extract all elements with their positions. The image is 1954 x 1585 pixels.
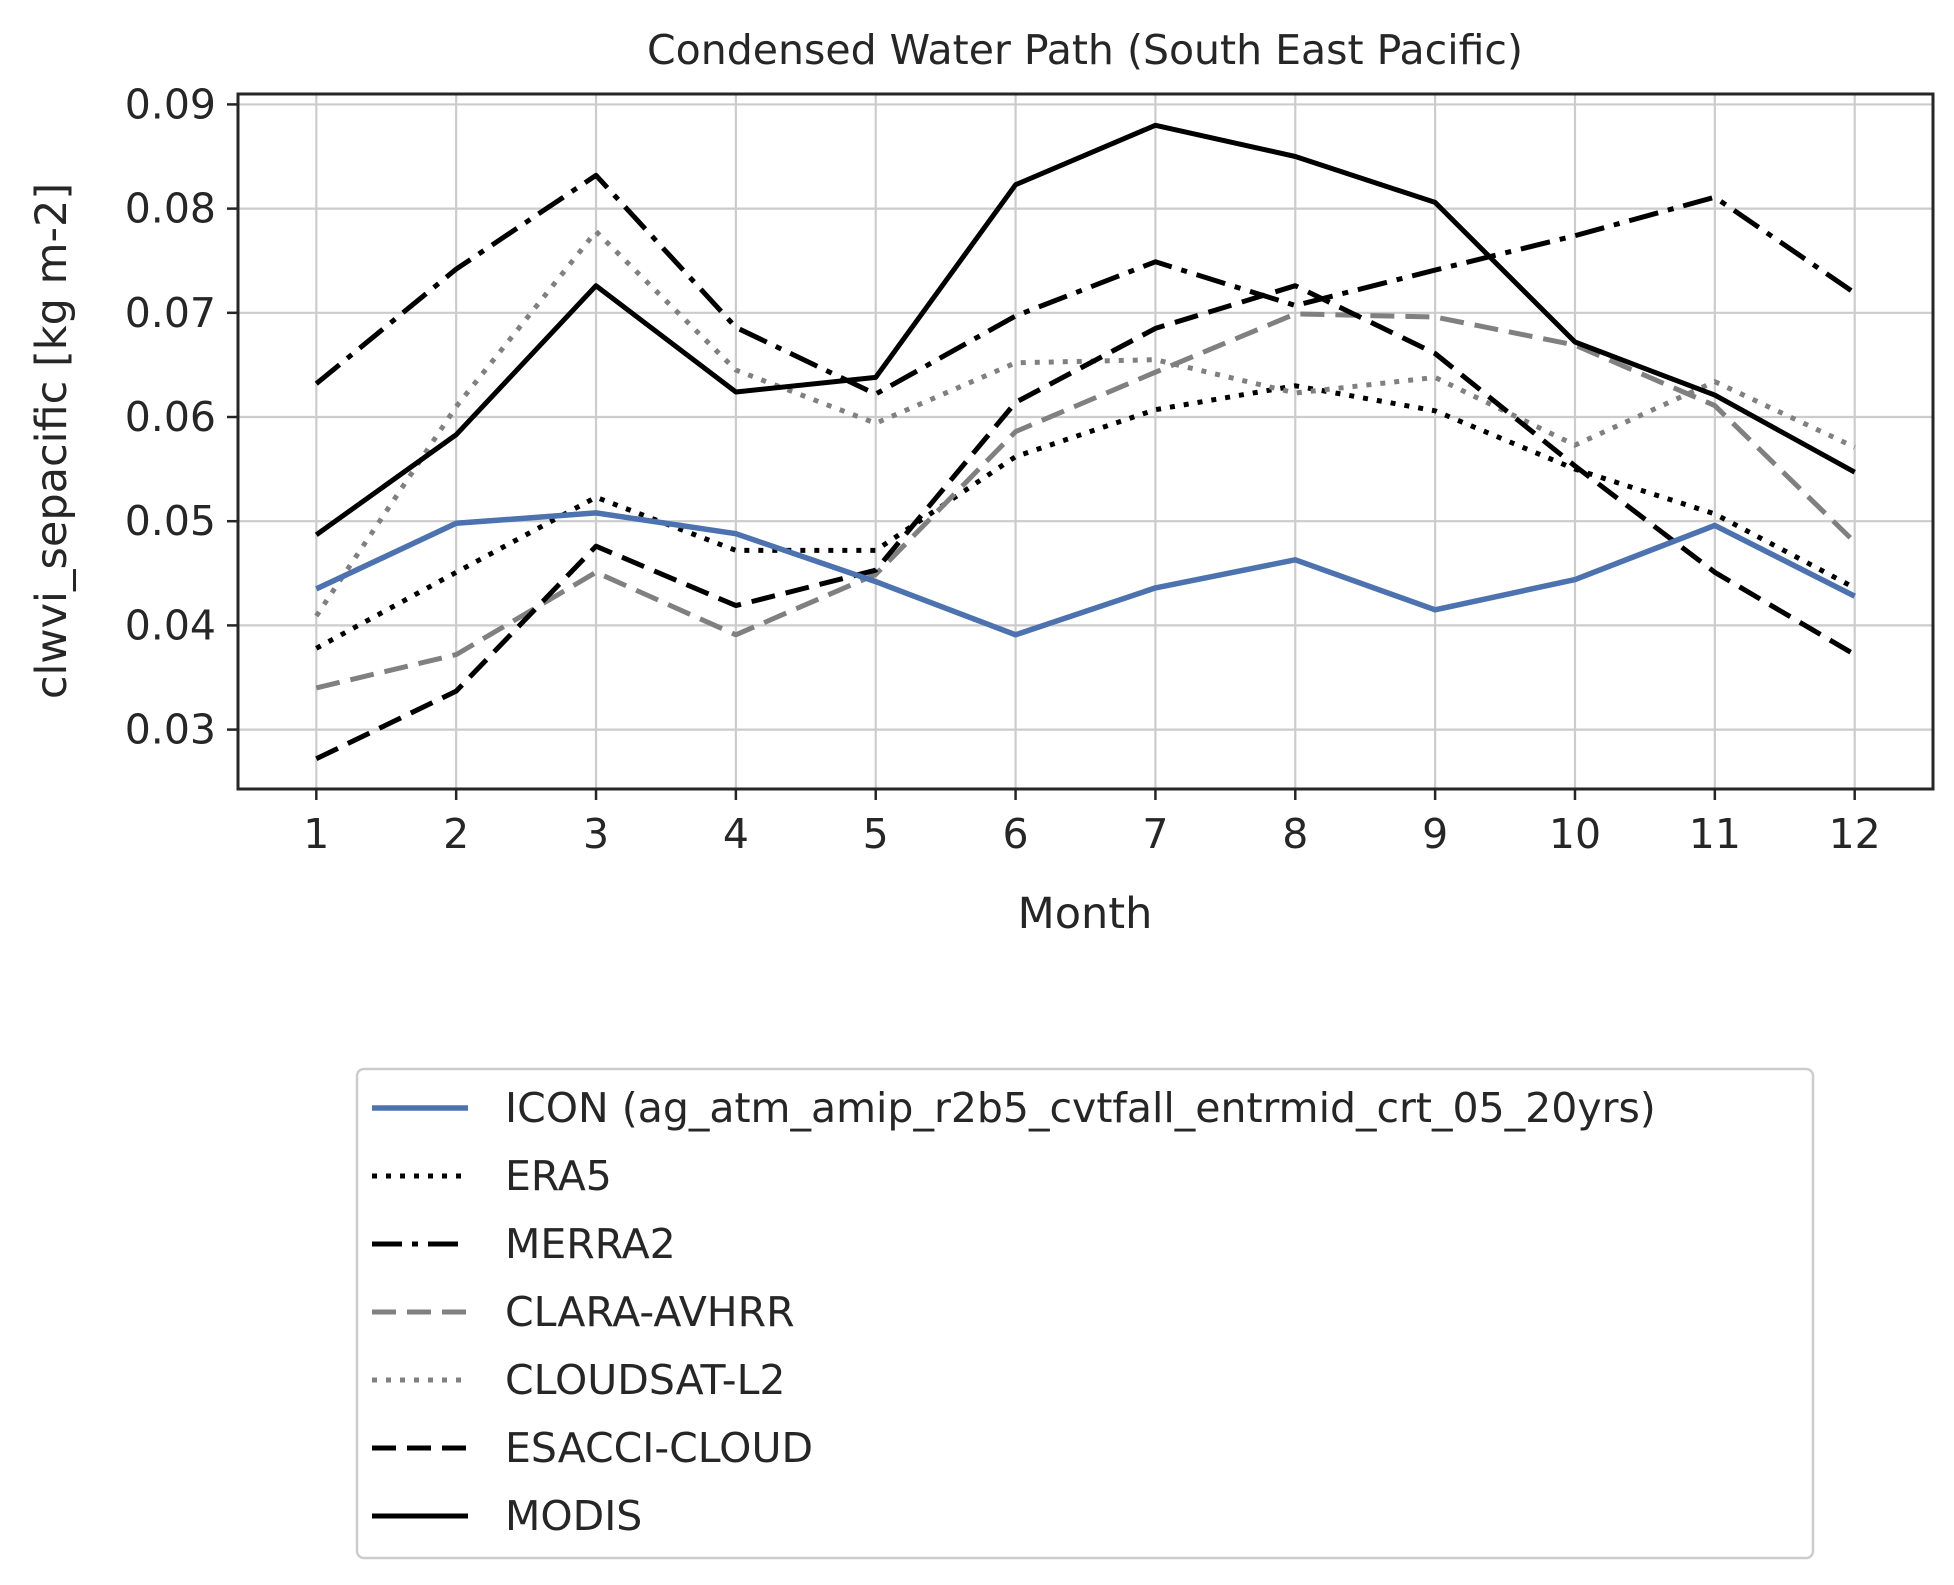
legend-label: CLOUDSAT-L2: [505, 1356, 786, 1404]
x-tick-label: 10: [1549, 810, 1601, 858]
x-tick-label: 9: [1422, 810, 1448, 858]
series-lines: [314, 122, 1857, 762]
x-tick-label: 7: [1142, 810, 1168, 858]
y-tick-label: 0.04: [125, 601, 216, 649]
series-line-icon: [315, 510, 1856, 638]
grid: [238, 94, 1933, 789]
x-axis-label: Month: [1018, 889, 1153, 939]
series-line-clara-avhrr: [315, 311, 1857, 691]
legend-label: CLARA-AVHRR: [505, 1288, 795, 1336]
y-tick-label: 0.08: [125, 185, 216, 233]
legend-label: MODIS: [505, 1492, 642, 1540]
x-tick-label: 6: [1003, 810, 1029, 858]
plot-frame: [236, 92, 1935, 791]
legend-entries: ICON (ag_atm_amip_r2b5_cvtfall_entrmid_c…: [372, 1084, 1656, 1540]
legend-label: ICON (ag_atm_amip_r2b5_cvtfall_entrmid_c…: [505, 1084, 1656, 1132]
series-line-merra2: [314, 172, 1857, 397]
legend-box: [355, 1067, 1815, 1560]
axis-ticks: 1 2 3 4 5 6 7 8 9 10 11 120.030.040.050.060.070.080…: [125, 80, 1881, 858]
legend-label: ESACCI-CLOUD: [505, 1424, 813, 1472]
y-tick-label: 0.05: [125, 497, 216, 545]
x-tick-label: 2: [443, 810, 469, 858]
y-tick-label: 0.06: [125, 393, 216, 441]
y-tick-label: 0.07: [125, 289, 216, 337]
y-tick-label: 0.03: [125, 706, 216, 754]
y-tick-label: 0.09: [125, 80, 216, 128]
series-line-esacci-cloud: [315, 283, 1856, 762]
series-line-cloudsat-l2: [314, 229, 1856, 618]
legend-label: ERA5: [505, 1152, 612, 1200]
x-tick-label: 5: [863, 810, 889, 858]
x-tick-label: 4: [723, 810, 749, 858]
x-tick-label: 11: [1689, 810, 1741, 858]
chart-title: Condensed Water Path (South East Pacific…: [647, 26, 1523, 74]
y-axis-label: clwvi_sepacific [kg m-2]: [27, 183, 77, 699]
series-line-modis: [314, 122, 1856, 537]
x-tick-label: 3: [583, 810, 609, 858]
legend: ICON (ag_atm_amip_r2b5_cvtfall_entrmid_c…: [355, 1067, 1815, 1560]
x-tick-label: 12: [1829, 810, 1881, 858]
legend-label: MERRA2: [505, 1220, 676, 1268]
x-tick-label: 1: [303, 810, 329, 858]
x-tick-label: 8: [1282, 810, 1308, 858]
